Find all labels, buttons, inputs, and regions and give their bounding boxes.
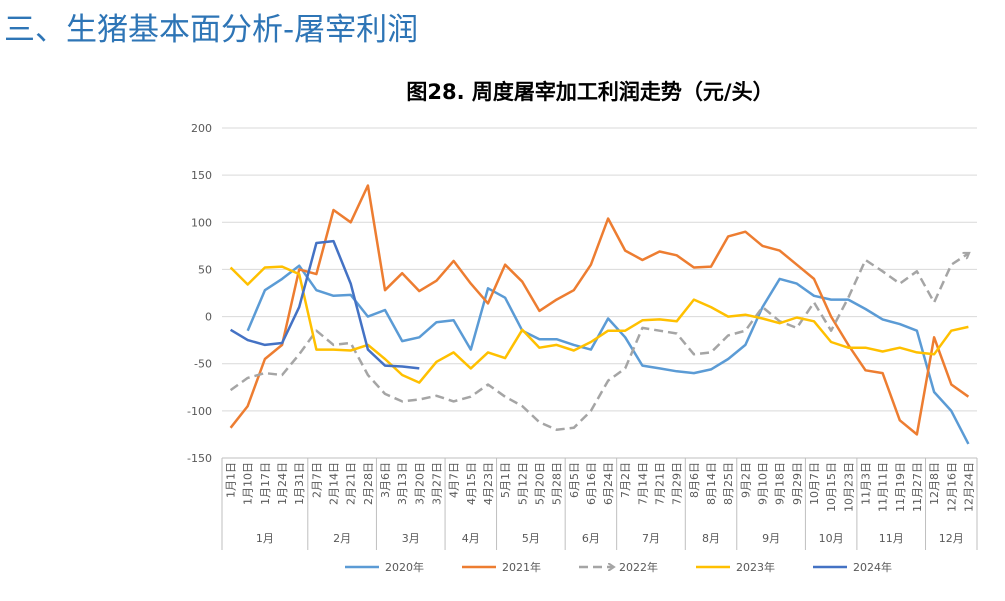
legend-label: 2021年 xyxy=(502,560,541,574)
x-tick-label: 7月2日 xyxy=(619,462,632,498)
x-tick-label: 10月15日 xyxy=(825,462,838,512)
x-tick-label: 5月28日 xyxy=(551,462,564,505)
x-tick-label: 12月24日 xyxy=(962,462,975,512)
series-line xyxy=(246,264,970,445)
series-line xyxy=(229,184,970,436)
x-tick-label: 5月12日 xyxy=(516,462,529,505)
x-tick-label: 3月6日 xyxy=(379,462,392,498)
x-tick-label: 6月24日 xyxy=(602,462,615,505)
x-tick-label: 11月11日 xyxy=(877,462,890,512)
y-tick-label: 150 xyxy=(191,169,212,182)
month-label: 1月 xyxy=(256,532,274,545)
x-tick-label: 1月1日 xyxy=(225,462,238,498)
x-tick-label: 4月23日 xyxy=(482,462,495,505)
x-tick-label: 3月13日 xyxy=(396,462,409,505)
legend-label: 2024年 xyxy=(853,560,892,574)
x-tick-label: 10月7日 xyxy=(808,462,821,505)
x-tick-label: 8月14日 xyxy=(705,462,718,505)
legend-label: 2022年 xyxy=(619,560,658,574)
x-tick-label: 9月18日 xyxy=(774,462,787,505)
x-tick-label: 6月5日 xyxy=(568,462,581,498)
y-tick-label: 100 xyxy=(191,216,212,229)
month-label: 12月 xyxy=(939,532,964,545)
series-line xyxy=(229,239,420,370)
x-tick-label: 11月19日 xyxy=(894,462,907,512)
y-tick-label: 50 xyxy=(198,263,212,276)
y-tick-label: -50 xyxy=(194,358,212,371)
x-tick-label: 9月2日 xyxy=(739,462,752,498)
x-tick-label: 12月8日 xyxy=(928,462,941,505)
x-tick-label: 4月15日 xyxy=(465,462,478,505)
chart-title: 图28. 周度屠宰加工利润走势（元/头） xyxy=(406,80,773,104)
series-line xyxy=(229,253,969,431)
x-tick-label: 8月6日 xyxy=(688,462,701,498)
x-tick-label: 5月20日 xyxy=(533,462,546,505)
month-label: 10月 xyxy=(819,532,844,545)
x-tick-label: 2月14日 xyxy=(328,462,341,505)
x-tick-label: 1月17日 xyxy=(259,462,272,505)
legend-label: 2023年 xyxy=(736,560,775,574)
x-tick-label: 10月23日 xyxy=(842,462,855,512)
x-tick-label: 3月20日 xyxy=(413,462,426,505)
month-label: 7月 xyxy=(642,532,660,545)
x-tick-label: 5月1日 xyxy=(499,462,512,498)
x-tick-label: 3月27日 xyxy=(430,462,443,505)
month-label: 8月 xyxy=(702,532,720,545)
month-label: 5月 xyxy=(522,532,540,545)
y-tick-label: 0 xyxy=(205,311,212,324)
y-tick-label: 200 xyxy=(191,122,212,135)
series-line xyxy=(229,265,969,384)
x-tick-label: 4月7日 xyxy=(448,462,461,498)
x-tick-label: 9月10日 xyxy=(757,462,770,505)
x-tick-label: 8月25日 xyxy=(722,462,735,505)
month-label: 11月 xyxy=(879,532,904,545)
page-title: 三、生猪基本面分析-屠宰利润 xyxy=(4,12,418,48)
x-tick-label: 2月28日 xyxy=(362,462,375,505)
month-label: 3月 xyxy=(402,532,420,545)
x-tick-label: 11月27日 xyxy=(911,462,924,512)
x-tick-label: 11月3日 xyxy=(859,462,872,505)
x-tick-label: 2月7日 xyxy=(310,462,323,498)
x-tick-label: 7月21日 xyxy=(654,462,667,505)
x-tick-label: 2月21日 xyxy=(345,462,358,505)
month-label: 4月 xyxy=(462,532,480,545)
month-label: 6月 xyxy=(582,532,600,545)
y-tick-label: -150 xyxy=(187,452,212,465)
month-label: 2月 xyxy=(333,532,351,545)
x-tick-label: 1月24日 xyxy=(276,462,289,505)
x-tick-label: 1月31日 xyxy=(293,462,306,505)
x-tick-label: 1月10日 xyxy=(242,462,255,505)
x-tick-label: 7月29日 xyxy=(671,462,684,505)
x-tick-label: 6月16日 xyxy=(585,462,598,505)
x-tick-label: 12月16日 xyxy=(945,462,958,512)
legend-label: 2020年 xyxy=(385,560,424,574)
x-tick-label: 7月14日 xyxy=(636,462,649,505)
y-tick-label: -100 xyxy=(187,405,212,418)
month-label: 9月 xyxy=(762,532,780,545)
x-tick-label: 9月29日 xyxy=(791,462,804,505)
